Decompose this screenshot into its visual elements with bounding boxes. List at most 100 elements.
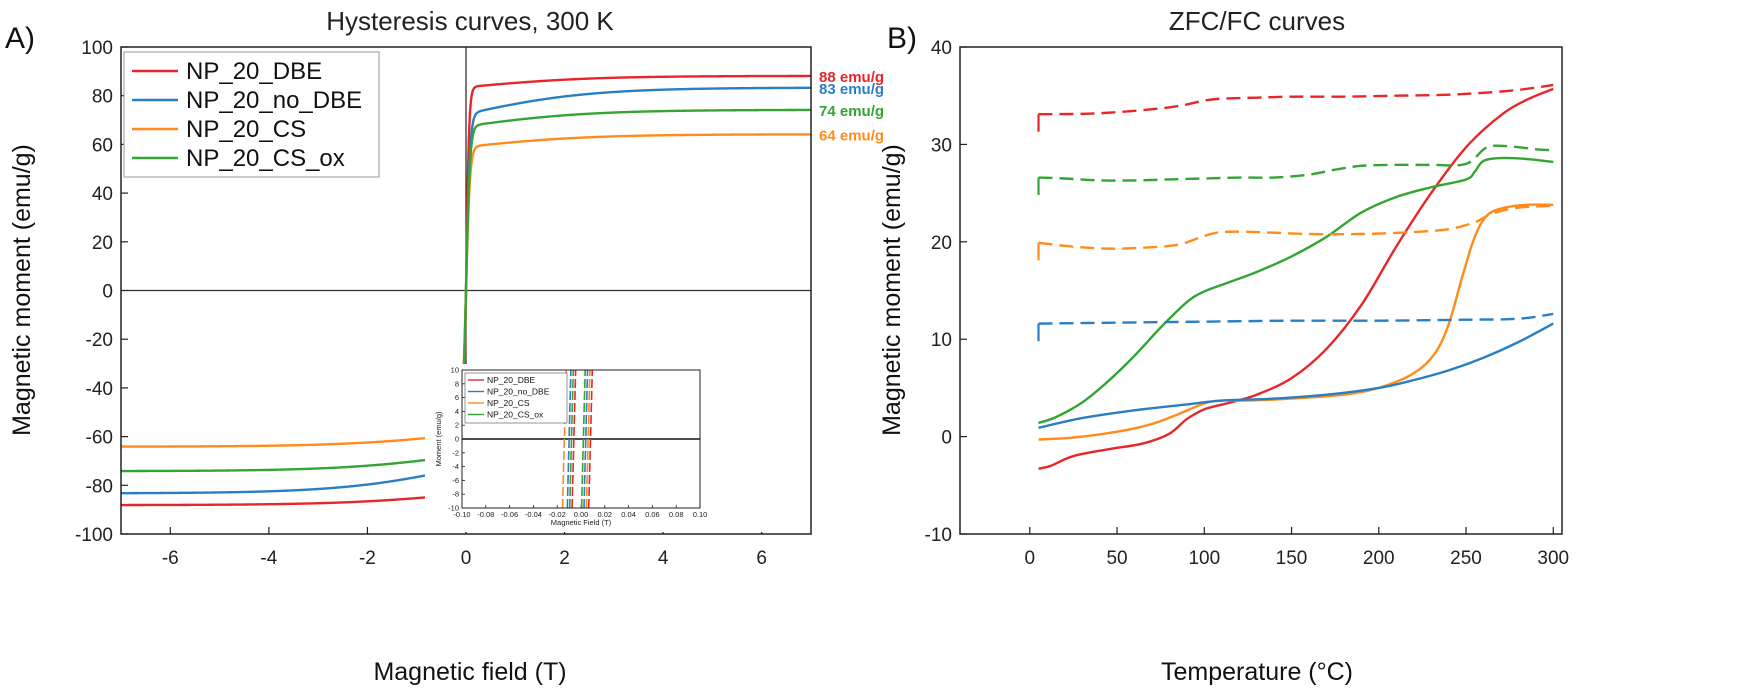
- inset-x-tick-label: -0.10: [453, 510, 470, 519]
- zfc-fc-axis-ticks: 0 50 100 150 200 250 300 -10 0 10 20 30 40: [925, 38, 1570, 569]
- y-tick-label: -100: [75, 525, 113, 546]
- inset-y-tick-label: 8: [455, 379, 459, 388]
- hysteresis-plot-frame: [120, 46, 812, 535]
- inset-branch-np-20-cs: [585, 369, 591, 509]
- inset-y-tick-label: -6: [452, 476, 459, 485]
- y-tick-label: 100: [81, 38, 113, 59]
- inset-y-tick-label: -8: [452, 490, 459, 499]
- inset-x-tick-label: -0.06: [501, 510, 518, 519]
- hysteresis-panel: A) Hysteresis curves, 300 K Magnetic fie…: [5, 6, 884, 686]
- y-tick-label: -20: [86, 330, 113, 351]
- inset-branch-np-20-no-dbe: [566, 369, 572, 509]
- fc-curve-5: [1038, 204, 1554, 250]
- x-tick-label: -4: [260, 548, 277, 569]
- y-tick-label: -60: [86, 428, 113, 449]
- inset-y-tick-label: 4: [455, 407, 459, 416]
- zfc-curve-2: [1038, 156, 1554, 425]
- zfc-fc-series: [1037, 83, 1554, 470]
- legend-box: [123, 51, 380, 178]
- inset-x-tick-label: -0.02: [549, 510, 566, 519]
- hysteresis-curve-np-20-cs-ox: [121, 108, 811, 473]
- y-tick-label: 20: [92, 233, 113, 254]
- hysteresis-y-axis-label: Magnetic moment (emu/g): [8, 144, 36, 436]
- x-tick-label: 6: [756, 548, 767, 569]
- inset-branch-np-20-no-dbe: [583, 369, 589, 509]
- x-tick-label: 50: [1106, 548, 1127, 569]
- inset-y-tick-label: -4: [452, 462, 459, 471]
- inset-x-tick-label: -0.04: [525, 510, 542, 519]
- inset-branch-np-20-dbe: [571, 369, 577, 509]
- zfc-curve-0: [1038, 87, 1554, 470]
- zfc-curve-4: [1038, 203, 1554, 441]
- y-tick-label: 30: [931, 135, 952, 156]
- x-tick-label: 200: [1363, 548, 1395, 569]
- zfc-fc-y-axis-label: Magnetic moment (emu/g): [878, 144, 906, 436]
- y-tick-label: 40: [92, 184, 113, 205]
- zfc-fc-panel: B) ZFC/FC curves Temperature (°C) Magnet…: [878, 6, 1569, 686]
- x-tick-label: 100: [1188, 548, 1220, 569]
- inset-x-tick-label: 0.04: [621, 510, 636, 519]
- inset-y-tick-label: 10: [451, 366, 459, 375]
- y-tick-label: 20: [931, 233, 952, 254]
- inset-branch-np-20-dbe: [587, 369, 594, 509]
- panel-a-letter: A): [5, 22, 35, 55]
- x-tick-label: 4: [658, 548, 669, 569]
- inset-y-tick-label: 2: [455, 421, 459, 430]
- x-tick-label: -2: [359, 548, 376, 569]
- inset-y-tick-label: 6: [455, 393, 459, 402]
- legend-label-np-20-dbe: NP_20_DBE: [186, 58, 322, 85]
- inset-x-tick-label: 0.08: [669, 510, 684, 519]
- low-field-inset: -0.10 -0.08 -0.06 -0.04 -0.02 0.00 0.02 0.04 0.0…: [425, 364, 775, 532]
- x-tick-label: -6: [162, 548, 179, 569]
- x-tick-label: 0: [461, 548, 472, 569]
- y-tick-label: -10: [925, 525, 952, 546]
- inset-branch-np-20-cs-ox: [568, 369, 575, 509]
- zfc-fc-plot-frame: [959, 46, 1563, 535]
- y-tick-label: -40: [86, 379, 113, 400]
- inset-x-tick-label: 0.02: [597, 510, 612, 519]
- x-tick-label: 300: [1537, 548, 1569, 569]
- inset-x-tick-label: 0.10: [693, 510, 708, 519]
- saturation-label-np-20-cs: 64 emu/g: [819, 127, 884, 144]
- inset-y-tick-label: -2: [452, 448, 459, 457]
- y-tick-label: 0: [102, 282, 113, 303]
- y-tick-label: 40: [931, 38, 952, 59]
- panel-b-letter: B): [887, 22, 917, 55]
- inset-x-tick-label: -0.08: [477, 510, 494, 519]
- y-tick-label: 60: [92, 135, 113, 156]
- inset-plot-frame: [461, 369, 701, 509]
- legend-label-np-20-no-dbe: NP_20_no_DBE: [186, 87, 362, 114]
- x-tick-label: 150: [1276, 548, 1308, 569]
- inset-branch-np-20-cs-ox: [580, 369, 586, 509]
- saturation-label-np-20-cs-ox: 74 emu/g: [819, 103, 884, 120]
- fc-curve-1: [1038, 83, 1554, 116]
- inset-legend-label: NP_20_no_DBE: [487, 387, 550, 397]
- inset-x-axis-label: Magnetic Field (T): [551, 518, 612, 527]
- saturation-label-np-20-no-dbe: 83 emu/g: [819, 81, 884, 98]
- hysteresis-x-axis-label: Magnetic field (T): [373, 658, 566, 686]
- fc-curve-7: [1038, 312, 1554, 325]
- zfc-curve-6: [1038, 322, 1554, 430]
- hysteresis-chart-title: Hysteresis curves, 300 K: [326, 6, 614, 36]
- saturation-labels: 88 emu/g83 emu/g 64 emu/g 74 emu/g: [819, 69, 884, 144]
- legend-label-np-20-cs-ox: NP_20_CS_ox: [186, 145, 345, 172]
- y-tick-label: -80: [86, 476, 113, 497]
- inset-y-tick-label: 0: [455, 435, 459, 444]
- inset-y-axis-label: Moment (emu/g): [434, 411, 443, 467]
- inset-y-tick-label: -10: [448, 504, 459, 513]
- inset-legend-label: NP_20_CS_ox: [487, 410, 544, 420]
- saturation-label-np-20-dbe: 88 emu/g: [819, 69, 884, 86]
- inset-x-tick-label: 0.06: [645, 510, 660, 519]
- zfc-fc-chart-title: ZFC/FC curves: [1169, 6, 1345, 36]
- x-tick-label: 250: [1450, 548, 1482, 569]
- inset-x-tick-label: 0.00: [574, 510, 589, 519]
- y-tick-label: 10: [931, 330, 952, 351]
- x-tick-label: 2: [559, 548, 570, 569]
- y-tick-label: 80: [92, 87, 113, 108]
- legend-label-np-20-cs: NP_20_CS: [186, 116, 306, 143]
- hysteresis-series: [120, 74, 812, 507]
